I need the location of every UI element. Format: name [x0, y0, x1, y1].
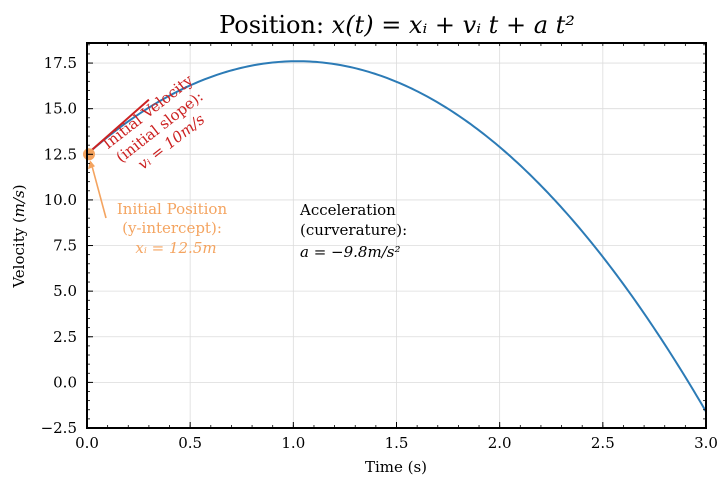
position-curve	[86, 60, 707, 413]
y-tick-label: −2.5	[41, 419, 77, 437]
y-axis-label-prefix: Velocity (	[10, 217, 28, 288]
y-tick-label: 0.0	[53, 373, 77, 391]
acceleration-annotation-line2: (curverature):	[300, 221, 407, 239]
x-tick-label: 1.5	[385, 434, 409, 452]
y-tick-label: 2.5	[53, 328, 77, 346]
velocity-annotation: Initial Velocity (initial slope): vᵢ = 1…	[99, 71, 208, 174]
y-axis-label: Velocity (m/s)	[10, 184, 28, 288]
x-tick-label: 0.5	[178, 434, 202, 452]
position-annotation: Initial Position (y-intercept): xᵢ = 12.…	[117, 200, 228, 257]
chart-title-formula: x(t) = xᵢ + vᵢ t + a t²	[332, 11, 575, 39]
x-tick-label: 1.0	[281, 434, 305, 452]
initial-position-arrow	[90, 162, 107, 219]
y-tick-label: 7.5	[53, 237, 77, 255]
x-axis-label: Time (s)	[365, 458, 427, 476]
y-tick-label: 15.0	[44, 100, 77, 118]
acceleration-annotation-line1: Acceleration	[299, 201, 396, 219]
x-tick-label: 3.0	[694, 434, 718, 452]
y-tick-label: 17.5	[44, 54, 77, 72]
y-tick-label: 5.0	[53, 282, 77, 300]
y-axis-label-unit: m/s	[10, 190, 28, 217]
x-tick-label: 0.0	[75, 434, 99, 452]
y-axis-label-suffix: )	[10, 184, 28, 190]
x-tick-label: 2.5	[591, 434, 615, 452]
chart-title: Position: x(t) = xᵢ + vᵢ t + a t²	[219, 11, 575, 39]
position-annotation-line1: Initial Position	[117, 200, 228, 218]
y-tick-label: 12.5	[44, 145, 77, 163]
grid	[86, 43, 707, 429]
acceleration-annotation-line3: a = −9.8m/s²	[300, 243, 400, 261]
position-annotation-line2: (y-intercept):	[122, 219, 222, 237]
chart-title-prefix: Position:	[219, 11, 332, 39]
x-tick-label: 2.0	[488, 434, 512, 452]
axis-ticks: 0.0 0.5 1.0 1.5 2.0 2.5 3.0−2.50.02.55.07.510.…	[41, 43, 718, 452]
acceleration-annotation: Acceleration (curverature): a = −9.8m/s²	[299, 201, 407, 261]
position-annotation-line3: xᵢ = 12.5m	[135, 239, 216, 257]
initial-velocity-line	[86, 98, 150, 156]
initial-position-arrowhead	[88, 160, 95, 170]
y-tick-label: 10.0	[44, 191, 77, 209]
